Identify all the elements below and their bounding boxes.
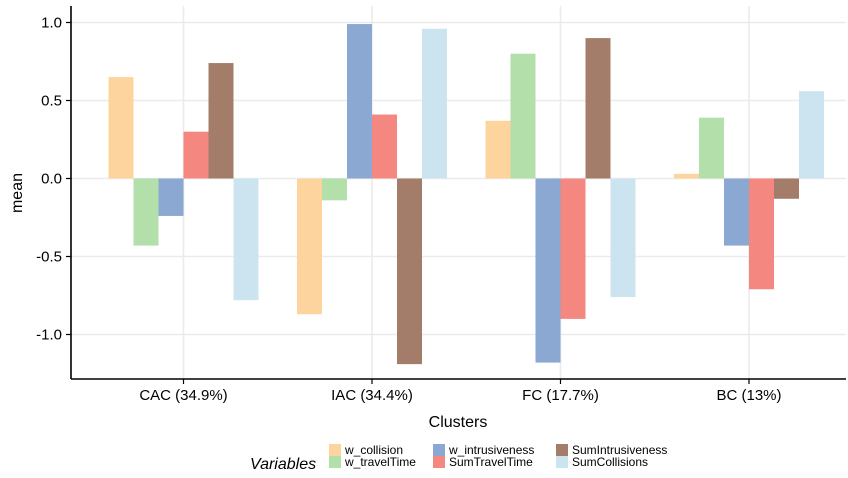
bars — [108, 24, 824, 365]
bar-sumintrusiveness — [774, 178, 799, 199]
legend-label-w-intrusiveness: w_intrusiveness — [448, 443, 534, 457]
bar-sumtraveltime — [749, 178, 774, 290]
bar-w-intrusiveness — [724, 178, 749, 246]
bar-w-collision — [108, 77, 134, 179]
x-tick-label: IAC (34.4%) — [331, 387, 413, 404]
legend-swatch-w-collision — [329, 444, 341, 456]
legend-swatch-sumcollisions — [556, 456, 568, 468]
bar-w-traveltime — [133, 178, 159, 246]
y-tick-label: 0.0 — [41, 171, 62, 188]
bar-w-intrusiveness — [158, 178, 184, 216]
bar-sumtraveltime — [183, 131, 209, 179]
bar-sumtraveltime — [560, 178, 586, 319]
x-tick-label: CAC (34.9%) — [139, 387, 227, 404]
bar-w-intrusiveness — [535, 178, 561, 363]
legend-label-sumtraveltime: SumTravelTime — [449, 455, 533, 469]
legend-swatch-w-intrusiveness — [433, 444, 445, 456]
axes — [70, 6, 846, 380]
bar-sumcollisions — [233, 178, 259, 301]
bar-w-traveltime — [510, 53, 536, 179]
bar-sumtraveltime — [372, 114, 397, 179]
x-ticks: CAC (34.9%) IAC (34.4%) FC (17.7%) BC (13%) — [139, 379, 782, 404]
x-axis-title: Clusters — [429, 414, 488, 431]
bar-sumcollisions — [799, 91, 824, 179]
bar-w-intrusiveness — [347, 24, 372, 179]
legend-swatch-sumintrusiveness — [556, 444, 568, 456]
bar-sumintrusiveness — [397, 178, 422, 365]
legend-label-w-traveltime: w_travelTime — [344, 455, 416, 469]
x-tick-label: FC (17.7%) — [522, 387, 599, 404]
bar-w-collision — [485, 120, 511, 179]
y-tick-label: 1.0 — [41, 15, 62, 32]
y-ticks: 1.0 0.5 0.0 -0.5 -1.0 — [36, 15, 71, 344]
legend-label-w-collision: w_collision — [344, 443, 403, 457]
bar-w-collision — [674, 173, 699, 179]
y-tick-label: -1.0 — [36, 327, 62, 344]
bar-w-traveltime — [699, 117, 724, 179]
y-tick-label: -0.5 — [36, 249, 62, 266]
y-tick-label: 0.5 — [41, 93, 62, 110]
legend-title: Variables — [250, 456, 316, 473]
bar-sumcollisions — [422, 28, 447, 179]
legend-swatch-w-traveltime — [329, 456, 341, 468]
y-axis-title: mean — [9, 173, 26, 213]
x-tick-label: BC (13%) — [716, 387, 781, 404]
legend-swatch-sumtraveltime — [433, 456, 445, 468]
bar-w-collision — [297, 178, 322, 315]
legend-label-sumintrusiveness: SumIntrusiveness — [572, 443, 667, 457]
bar-w-traveltime — [322, 178, 347, 201]
bar-sumcollisions — [610, 178, 636, 298]
legend-label-sumcollisions: SumCollisions — [572, 455, 648, 469]
bar-sumintrusiveness — [208, 63, 234, 179]
bar-sumintrusiveness — [585, 38, 611, 179]
